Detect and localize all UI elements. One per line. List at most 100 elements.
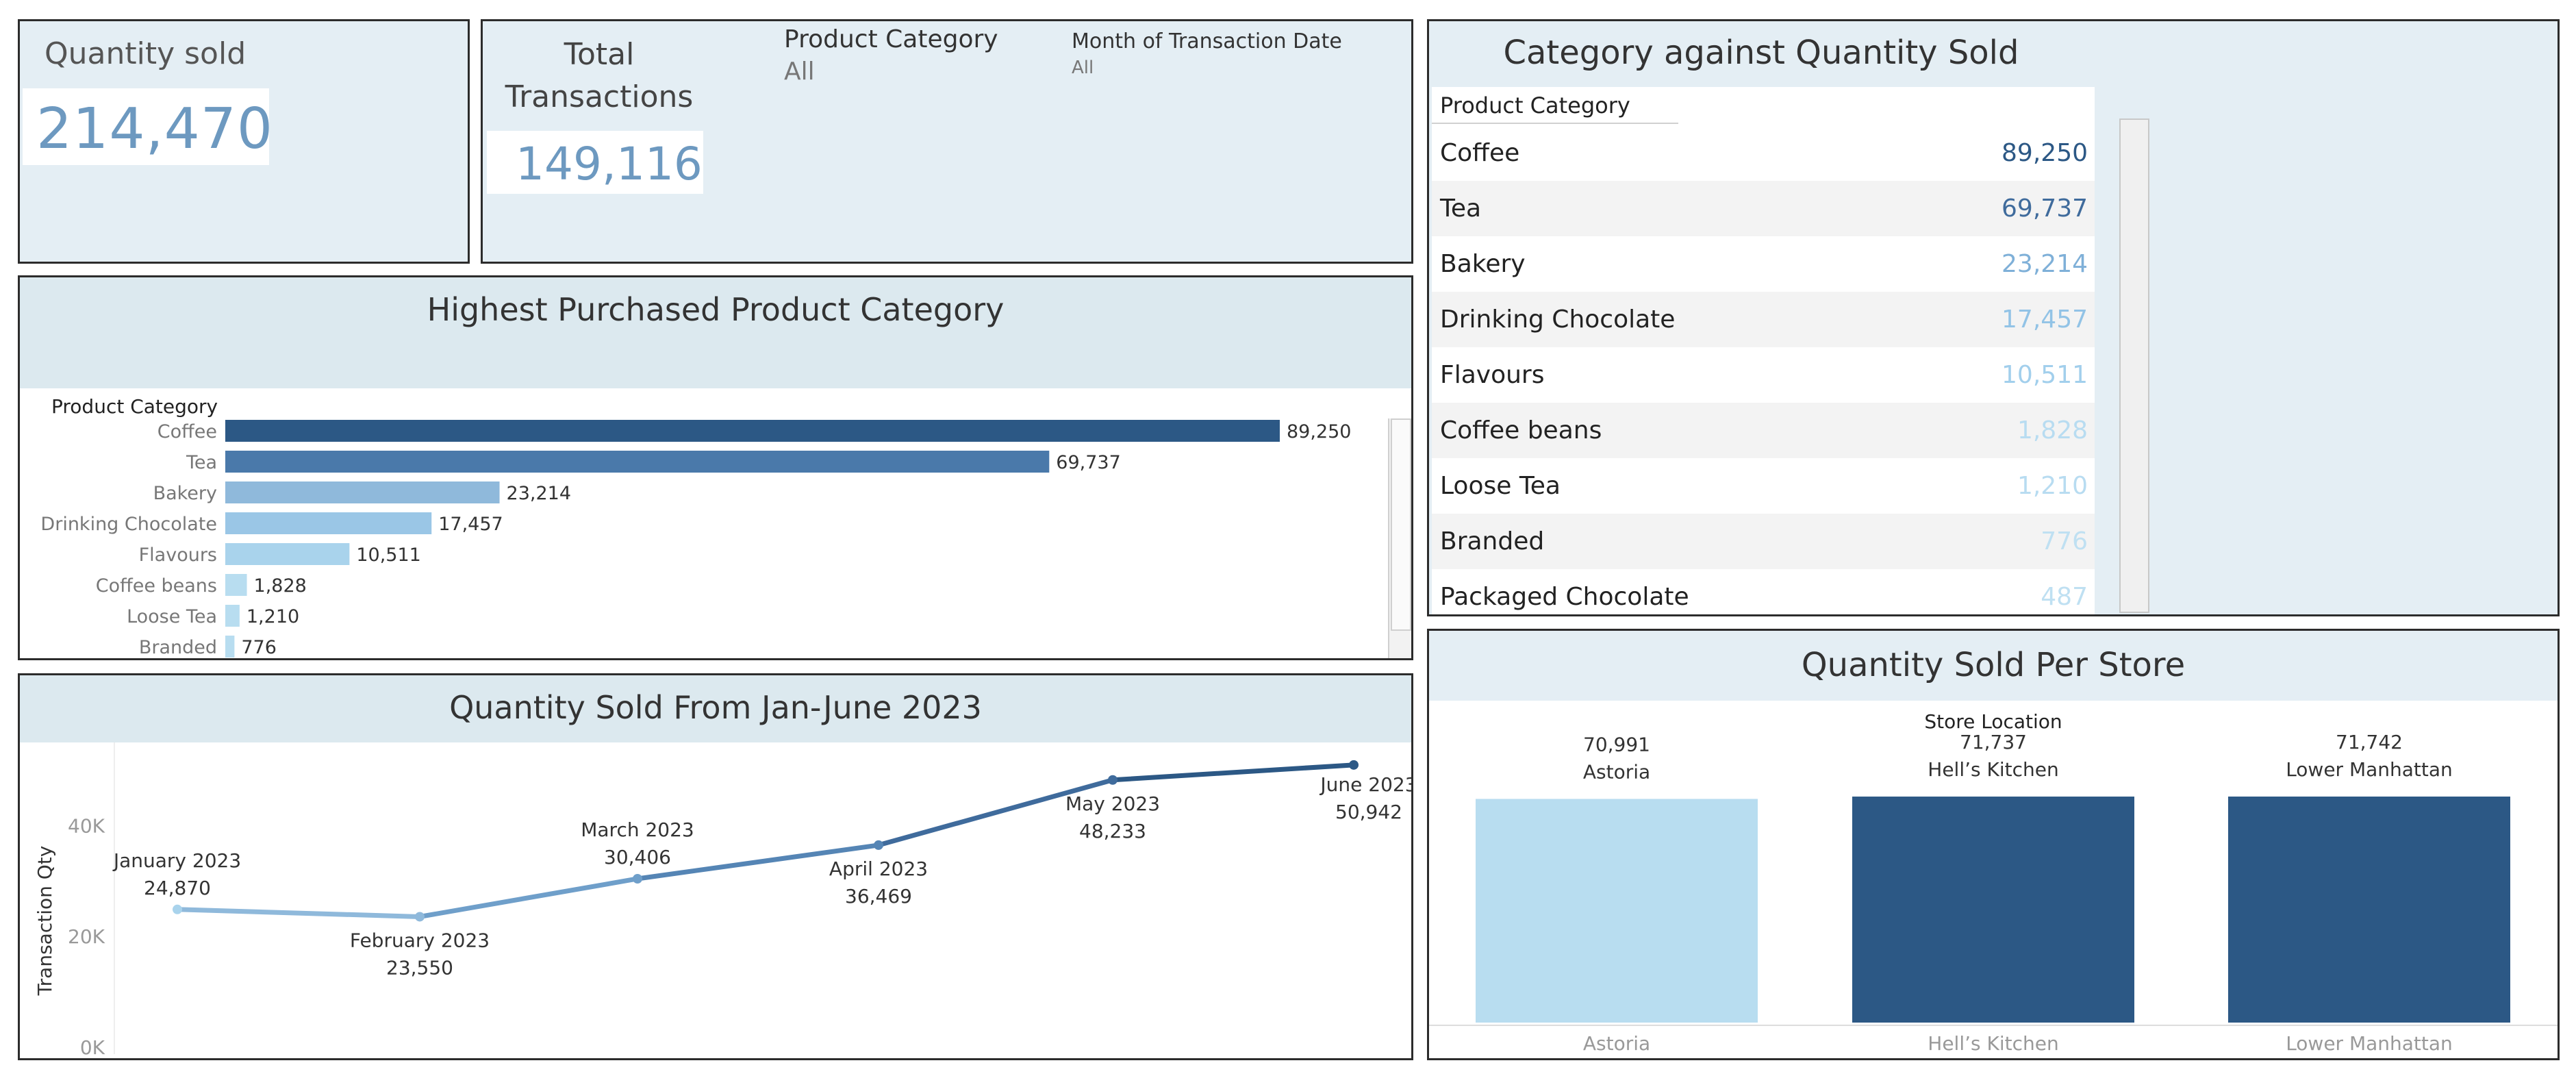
- table-column-header: Product Category: [1440, 92, 1630, 118]
- store-bar-value: 70,991: [1583, 733, 1650, 755]
- table-row-category: Coffee beans: [1440, 416, 1602, 445]
- line-point-month-label: May 2023: [1065, 792, 1160, 815]
- line-point[interactable]: [633, 873, 642, 884]
- bar-value-label: 69,737: [1056, 452, 1120, 473]
- store-bar[interactable]: [1852, 797, 2134, 1023]
- month-filter[interactable]: Month of Transaction Date All: [1072, 29, 1342, 78]
- table-header-divider: [1432, 123, 1678, 124]
- line-point[interactable]: [173, 904, 182, 914]
- bar-category-label: Loose Tea: [127, 606, 217, 627]
- category-quantity-panel: Category against Quantity Sold Product C…: [1427, 19, 2560, 616]
- month-filter-value[interactable]: All: [1072, 58, 1094, 78]
- bar-value-label: 1,210: [247, 606, 299, 627]
- store-bar-name: Astoria: [1583, 760, 1650, 783]
- category-bar[interactable]: [225, 574, 247, 596]
- table-row[interactable]: Coffee beans 1,828: [1432, 403, 2095, 458]
- table-row[interactable]: Packaged Chocolate 487: [1432, 569, 2095, 614]
- table-row-category: Packaged Chocolate: [1440, 583, 1689, 611]
- category-table-scrollbar[interactable]: [2119, 118, 2149, 613]
- line-segment: [876, 777, 1115, 848]
- bar-value-label: 23,214: [507, 483, 571, 504]
- table-row-value: 10,511: [2002, 361, 2088, 389]
- line-y-tick: 40K: [68, 814, 105, 837]
- bar-value-label: 776: [241, 637, 277, 658]
- bar-value-label: 89,250: [1287, 421, 1351, 442]
- quantity-line-title: Quantity Sold From Jan-June 2023: [449, 689, 982, 726]
- store-panel: Quantity Sold Per Store Store Location 70…: [1427, 629, 2560, 1060]
- category-bar[interactable]: [225, 420, 1280, 442]
- category-bar[interactable]: [225, 481, 500, 503]
- quantity-line-panel: Quantity Sold From Jan-June 2023 Transac…: [18, 673, 1413, 1060]
- line-point-value-label: 50,942: [1335, 801, 1402, 823]
- line-y-axis-label: Transaction Qty: [34, 846, 56, 997]
- category-bar[interactable]: [225, 543, 350, 565]
- store-chart: Store Location 70,991 Astoria Astoria 71,737…: [1429, 710, 2558, 1055]
- line-segment: [175, 907, 422, 919]
- total-transactions-kpi: Total Transactions 149,116 Product Categ…: [481, 19, 1413, 264]
- table-row-value: 89,250: [2002, 139, 2088, 167]
- bar-value-label: 1,828: [254, 575, 307, 597]
- table-row[interactable]: Branded 776: [1432, 514, 2095, 569]
- store-bar-name: Hell’s Kitchen: [1928, 758, 2058, 781]
- product-category-filter-value[interactable]: All: [784, 58, 815, 86]
- store-bar-value: 71,737: [1960, 731, 2027, 753]
- table-row-value: 17,457: [2002, 305, 2088, 334]
- highest-purchased-scroll-thumb[interactable]: [1391, 418, 1411, 631]
- total-transactions-value: 149,116: [516, 138, 703, 190]
- bar-category-label: Bakery: [153, 483, 217, 504]
- table-row-value: 69,737: [2002, 195, 2088, 223]
- line-point-value-label: 23,550: [386, 956, 453, 979]
- table-row-category: Loose Tea: [1440, 472, 1561, 500]
- table-row[interactable]: Flavours 10,511: [1432, 347, 2095, 403]
- line-point-value-label: 30,406: [604, 846, 671, 868]
- table-row-category: Bakery: [1440, 250, 1526, 278]
- line-segment: [635, 842, 881, 881]
- table-rows: Coffee 89,250 Tea 69,737 Bakery 23,214 Drinkin…: [1432, 125, 2095, 614]
- highest-purchased-scrollbar[interactable]: [1388, 418, 1411, 658]
- line-point[interactable]: [1108, 775, 1117, 785]
- table-row-category: Branded: [1440, 527, 1545, 555]
- table-row[interactable]: Loose Tea 1,210: [1432, 458, 2095, 514]
- highest-purchased-chart: Coffee 89,250 Tea 69,737 Bakery 23,214 Drinkin…: [40, 420, 1351, 658]
- line-point[interactable]: [1349, 760, 1359, 770]
- quantity-line-header: Quantity Sold From Jan-June 2023: [20, 675, 1411, 742]
- line-point[interactable]: [874, 840, 883, 850]
- table-row[interactable]: Coffee 89,250: [1432, 125, 2095, 181]
- total-transactions-label-line2: Transactions: [505, 79, 694, 114]
- table-row-value: 1,828: [2017, 416, 2088, 445]
- category-bar[interactable]: [225, 605, 240, 627]
- category-bar[interactable]: [225, 451, 1050, 473]
- quantity-sold-label: Quantity sold: [45, 36, 247, 71]
- total-transactions-box: 149,116: [487, 131, 703, 194]
- line-point-month-label: June 2023: [1319, 773, 1411, 796]
- table-row[interactable]: Tea 69,737: [1432, 181, 2095, 236]
- line-point-value-label: 48,233: [1079, 820, 1146, 842]
- store-bar-value: 71,742: [2336, 731, 2403, 753]
- store-bar[interactable]: [2228, 797, 2510, 1023]
- line-point[interactable]: [415, 912, 425, 922]
- store-header: Quantity Sold Per Store: [1429, 631, 2558, 701]
- store-bar[interactable]: [1476, 799, 1758, 1023]
- product-category-filter-label: Product Category: [784, 25, 998, 53]
- table-row-category: Coffee: [1440, 139, 1520, 167]
- product-category-filter[interactable]: Product Category All: [784, 25, 998, 86]
- bar-value-label: 10,511: [356, 545, 420, 566]
- bar-value-label: 17,457: [438, 514, 503, 535]
- table-row-category: Flavours: [1440, 361, 1545, 389]
- table-row-value: 487: [2041, 583, 2088, 611]
- store-x-tick: Astoria: [1583, 1032, 1650, 1055]
- line-point-month-label: February 2023: [350, 929, 490, 951]
- bar-category-label: Drinking Chocolate: [40, 514, 217, 535]
- bar-category-label: Branded: [139, 637, 217, 658]
- table-row[interactable]: Drinking Chocolate 17,457: [1432, 292, 2095, 347]
- line-point-value-label: 24,870: [144, 877, 211, 899]
- bar-category-label: Tea: [186, 452, 217, 473]
- table-row-value: 1,210: [2017, 472, 2088, 500]
- category-bar[interactable]: [225, 512, 432, 534]
- total-transactions-label: Total Transactions: [496, 34, 702, 118]
- category-bar[interactable]: [225, 636, 235, 658]
- line-segment: [1110, 762, 1356, 783]
- table-row[interactable]: Bakery 23,214: [1432, 236, 2095, 292]
- quantity-line-chart: Transaction Qty 0K 20K 40K January 2023 24,87…: [34, 742, 1411, 1058]
- table-row-category: Drinking Chocolate: [1440, 305, 1676, 334]
